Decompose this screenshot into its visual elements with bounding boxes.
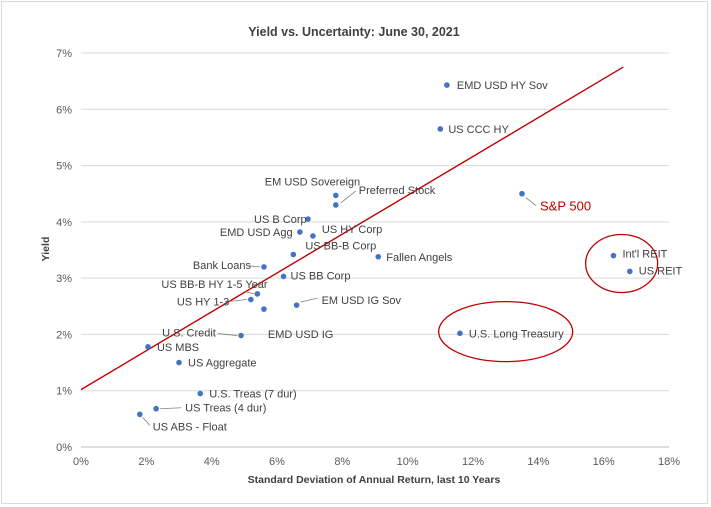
x-tick-label: 0%: [73, 456, 89, 468]
data-point: [333, 192, 339, 199]
data-point: [610, 252, 617, 259]
label-leader-line: [160, 407, 182, 410]
data-point: [290, 251, 297, 258]
data-label: US B Corp: [254, 214, 307, 226]
data-point: [457, 330, 463, 337]
data-label: US HY Corp: [322, 224, 382, 236]
data-point: [627, 268, 633, 275]
y-tick-label: 3%: [56, 273, 72, 285]
x-tick-label: 14%: [527, 456, 549, 468]
trendline: [80, 66, 624, 391]
y-tick-label: 4%: [56, 217, 72, 229]
label-leaders: [142, 190, 537, 426]
data-labels: EMD USD HY Sov US CCC HY S&P 500 EM USD Sov…: [153, 80, 683, 433]
data-point: [238, 332, 244, 339]
reit-highlight-ellipse: [584, 233, 659, 294]
data-point: [280, 273, 287, 280]
data-label: US BB-B Corp: [305, 241, 376, 253]
highlight-ellipses: [438, 233, 659, 363]
data-label: U.S. Treas (7 dur): [209, 389, 296, 401]
data-label: Fallen Angels: [386, 252, 453, 264]
y-tick-label: 1%: [56, 386, 72, 398]
label-leader-line: [228, 299, 247, 302]
data-label: EMD USD HY Sov: [457, 80, 548, 92]
x-tick-label: 4%: [204, 456, 220, 468]
data-point: [305, 216, 311, 222]
data-point: [254, 291, 261, 297]
data-label: EMD USD IG: [268, 329, 333, 341]
data-point: [297, 229, 303, 235]
y-axis-title: Yield: [40, 237, 52, 262]
x-tick-label: 8%: [334, 456, 350, 468]
data-label: Preferred Stock: [359, 185, 436, 197]
label-leader-line: [248, 265, 260, 268]
data-label: S&P 500: [540, 199, 591, 214]
y-tick-label: 2%: [56, 329, 72, 341]
data-point: [261, 264, 267, 270]
data-label: US Aggregate: [188, 358, 257, 370]
data-point: [310, 233, 316, 239]
data-label: US MBS: [157, 342, 199, 354]
label-leader-line: [142, 417, 151, 426]
data-label: US CCC HY: [448, 124, 509, 136]
data-label: Int'l REIT: [622, 249, 667, 261]
data-point: [375, 253, 382, 260]
data-label: EM USD Sovereign: [265, 176, 360, 188]
long-treasury-highlight-ellipse: [438, 300, 574, 363]
data-label: US Treas (4 dur): [185, 403, 266, 415]
data-point: [197, 390, 204, 397]
data-point: [137, 411, 143, 418]
x-tick-label: 16%: [593, 456, 615, 468]
x-tick-label: 12%: [462, 456, 484, 468]
label-leader-line: [218, 333, 238, 336]
x-tick-label: 10%: [397, 456, 419, 468]
data-label: US ABS - Float: [153, 421, 227, 433]
data-point: [293, 302, 300, 308]
data-label: U.S. Long Treasury: [469, 328, 564, 340]
data-label: EMD USD Agg: [220, 227, 293, 239]
data-points: [137, 82, 633, 418]
data-point: [261, 306, 267, 312]
x-axis-ticks: 0% 2% 4% 6% 8% 10% 12% 14% 16% 18%: [73, 456, 680, 468]
data-label: U.S. Credit: [162, 328, 216, 340]
data-point: [333, 202, 339, 208]
y-tick-label: 6%: [56, 104, 72, 116]
data-point: [444, 82, 450, 88]
chart-title: Yield vs. Uncertainty: June 30, 2021: [248, 25, 459, 39]
data-label: Bank Loans: [193, 260, 252, 272]
data-label: EM USD IG Sov: [322, 295, 402, 307]
data-label: US BB Corp: [291, 270, 351, 282]
data-point: [153, 405, 159, 412]
data-label: US REIT: [639, 265, 683, 277]
x-tick-label: 18%: [658, 456, 680, 468]
data-label: US HY 1-3: [177, 297, 229, 309]
gridlines: [81, 52, 669, 448]
y-tick-label: 0%: [56, 442, 72, 454]
label-leader-line: [300, 297, 318, 303]
label-leader-line: [340, 190, 357, 204]
label-leader-line: [245, 291, 255, 295]
trendline-path: [80, 66, 624, 391]
label-leader-line: [525, 197, 537, 207]
y-axis-ticks: 0% 1% 2% 3% 4% 5% 6% 7%: [56, 48, 72, 454]
data-label: US BB-B HY 1-5 Year: [161, 279, 268, 291]
data-point: [519, 190, 525, 197]
data-point: [145, 344, 151, 350]
y-tick-label: 7%: [56, 48, 72, 60]
x-axis-title: Standard Deviation of Annual Return, las…: [248, 474, 501, 486]
data-point: [176, 359, 182, 366]
y-tick-label: 5%: [56, 161, 72, 173]
data-point: [248, 296, 254, 303]
x-tick-label: 6%: [269, 456, 285, 468]
x-tick-label: 2%: [138, 456, 154, 468]
data-point: [437, 126, 444, 132]
